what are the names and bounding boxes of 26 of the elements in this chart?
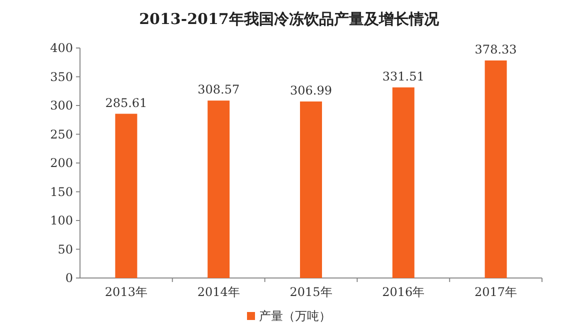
y-tick-label: 300 (50, 98, 73, 112)
x-tick-label: 2013年 (104, 285, 148, 299)
x-tick-label: 2017年 (474, 285, 518, 299)
y-tick-label: 350 (50, 70, 73, 84)
y-tick-label: 250 (50, 127, 73, 142)
y-tick-label: 200 (50, 156, 73, 170)
y-tick-label: 0 (65, 271, 73, 285)
bar (484, 60, 507, 278)
y-tick-label: 150 (50, 184, 73, 199)
x-tick-label: 2015年 (290, 285, 332, 299)
y-tick-label: 400 (50, 41, 73, 55)
data-label: 285.61 (105, 96, 148, 110)
bar (392, 87, 414, 278)
data-label: 331.51 (382, 69, 424, 84)
chart-title: 2013-2017年我国冷冻饮品产量及增长情况 (139, 10, 440, 28)
x-tick-label: 2016年 (382, 285, 425, 299)
bar (300, 101, 322, 278)
y-tick-label: 50 (58, 242, 73, 256)
data-label: 306.99 (290, 83, 332, 98)
data-label: 378.33 (474, 42, 517, 56)
data-label: 308.57 (198, 82, 240, 97)
legend-label: 产量（万吨） (259, 309, 331, 323)
x-tick-label: 2014年 (197, 285, 240, 299)
bar (115, 114, 138, 278)
bar (208, 100, 230, 278)
y-tick-label: 100 (50, 214, 73, 228)
